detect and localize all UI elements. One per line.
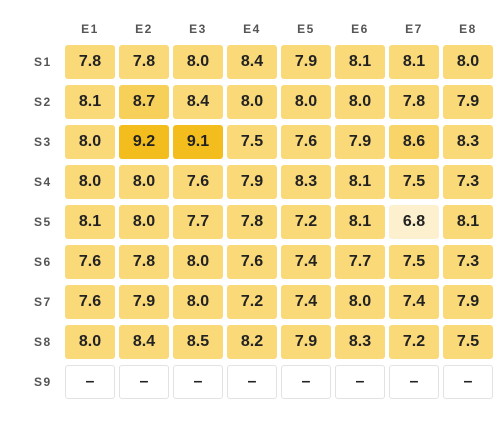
heatmap-cell: 7.9 [443, 85, 493, 119]
heatmap-cell: 7.2 [281, 205, 331, 239]
heatmap-cell: 8.0 [119, 165, 169, 199]
heatmap-cell: 7.8 [65, 45, 115, 79]
heatmap-cell: 8.5 [173, 325, 223, 359]
heatmap-cell: 7.4 [281, 285, 331, 319]
heatmap-cell: 7.7 [173, 205, 223, 239]
heatmap-cell: 7.6 [65, 245, 115, 279]
heatmap-cell: 7.2 [227, 285, 277, 319]
row-label: S4 [34, 175, 52, 189]
heatmap-cell: 8.4 [173, 85, 223, 119]
heatmap-cell: 8.1 [443, 205, 493, 239]
column-label: E4 [243, 22, 261, 36]
heatmap-cell: 7.5 [227, 125, 277, 159]
heatmap-cell: 7.9 [227, 165, 277, 199]
heatmap-cell: 8.1 [335, 45, 385, 79]
heatmap-cell: 8.0 [65, 125, 115, 159]
heatmap-cell: 8.1 [65, 85, 115, 119]
heatmap-cell: 8.0 [65, 165, 115, 199]
column-label: E3 [189, 22, 207, 36]
heatmap-cell: – [335, 365, 385, 399]
heatmap-cell: 8.2 [227, 325, 277, 359]
heatmap-cell: 8.3 [443, 125, 493, 159]
heatmap-cell: 7.5 [389, 245, 439, 279]
heatmap-cell: 7.5 [443, 325, 493, 359]
heatmap-cell: – [65, 365, 115, 399]
heatmap-cell: – [281, 365, 331, 399]
column-label: E7 [405, 22, 423, 36]
heatmap-cell: 7.2 [389, 325, 439, 359]
heatmap-cell: 8.0 [335, 285, 385, 319]
heatmap-cell: 7.4 [281, 245, 331, 279]
row-label: S7 [34, 295, 52, 309]
heatmap-cell: 7.6 [65, 285, 115, 319]
heatmap-cell: 7.6 [173, 165, 223, 199]
row-label: S5 [34, 215, 52, 229]
heatmap-cell: 8.1 [389, 45, 439, 79]
row-label: S1 [34, 55, 52, 69]
heatmap-cell: 7.9 [281, 45, 331, 79]
row-label: S6 [34, 255, 52, 269]
heatmap-cell: 6.8 [389, 205, 439, 239]
heatmap-cell: 7.6 [227, 245, 277, 279]
heatmap-cell: 8.0 [173, 245, 223, 279]
heatmap-cell: – [173, 365, 223, 399]
heatmap-cell: 8.0 [173, 285, 223, 319]
heatmap-cell: 7.3 [443, 245, 493, 279]
row-label: S3 [34, 135, 52, 149]
heatmap-cell: 9.1 [173, 125, 223, 159]
heatmap-cell: 8.3 [281, 165, 331, 199]
heatmap-cell: 7.9 [281, 325, 331, 359]
heatmap-cell: 8.4 [119, 325, 169, 359]
row-label: S2 [34, 95, 52, 109]
column-label: E8 [459, 22, 477, 36]
heatmap-cell: 7.8 [227, 205, 277, 239]
heatmap-cell: 9.2 [119, 125, 169, 159]
heatmap-cell: 7.8 [119, 245, 169, 279]
heatmap-cell: 8.0 [65, 325, 115, 359]
column-label: E6 [351, 22, 369, 36]
heatmap-cell: 8.0 [281, 85, 331, 119]
heatmap-cell: 7.3 [443, 165, 493, 199]
heatmap-cell: – [227, 365, 277, 399]
heatmap-cell: 8.1 [335, 205, 385, 239]
heatmap-cell: 7.7 [335, 245, 385, 279]
heatmap-cell: 8.4 [227, 45, 277, 79]
heatmap-cell: – [443, 365, 493, 399]
heatmap-cell: – [389, 365, 439, 399]
heatmap-cell: 8.0 [335, 85, 385, 119]
column-label: E5 [297, 22, 315, 36]
heatmap-cell: 7.6 [281, 125, 331, 159]
heatmap-cell: 8.0 [227, 85, 277, 119]
heatmap-cell: 7.9 [443, 285, 493, 319]
heatmap-cell: 7.4 [389, 285, 439, 319]
heatmap-cell: 8.7 [119, 85, 169, 119]
heatmap-cell: 7.8 [389, 85, 439, 119]
heatmap-cell: 8.1 [65, 205, 115, 239]
heatmap-cell: 7.9 [119, 285, 169, 319]
column-label: E1 [81, 22, 99, 36]
heatmap-cell: 7.8 [119, 45, 169, 79]
heatmap-cell: 8.0 [173, 45, 223, 79]
heatmap-cell: – [119, 365, 169, 399]
row-label: S8 [34, 335, 52, 349]
heatmap-cell: 8.0 [443, 45, 493, 79]
heatmap-cell: 8.6 [389, 125, 439, 159]
heatmap-cell: 8.3 [335, 325, 385, 359]
heatmap-cell: 7.5 [389, 165, 439, 199]
column-label: E2 [135, 22, 153, 36]
heatmap-cell: 8.1 [335, 165, 385, 199]
row-label: S9 [34, 375, 52, 389]
heatmap-cell: 8.0 [119, 205, 169, 239]
heatmap-cell: 7.9 [335, 125, 385, 159]
